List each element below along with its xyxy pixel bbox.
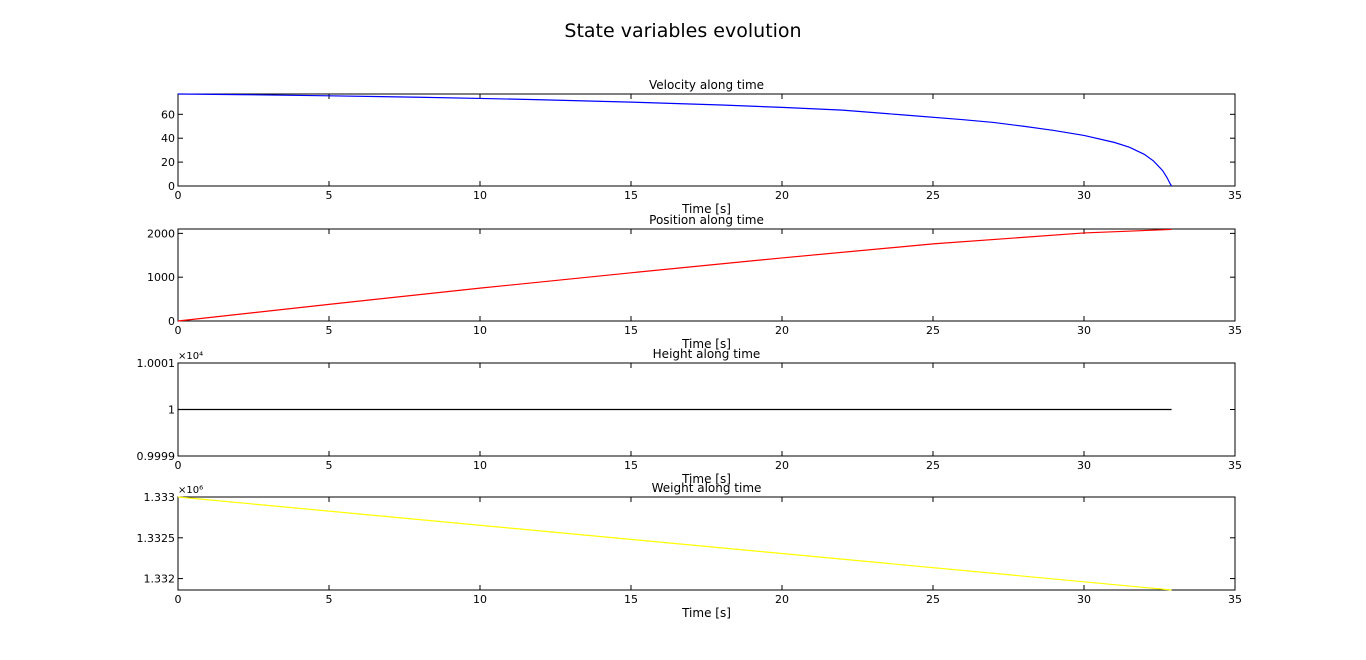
subplot-title-3: Height along time [653,347,761,361]
y-tick-label: 1.3325 [137,532,176,545]
y-tick-label: 20 [161,156,175,169]
x-axis-label: Time [s] [681,337,731,351]
y-tick-label: 40 [161,132,175,145]
subplot-title-1: Velocity along time [649,78,764,92]
y-tick-label: 60 [161,108,175,121]
x-tick-label: 30 [1077,324,1091,337]
x-tick-label: 0 [175,459,182,472]
x-tick-label: 30 [1077,593,1091,606]
x-tick-label: 35 [1228,459,1242,472]
x-tick-label: 5 [326,189,333,202]
y-tick-label: 2000 [147,227,175,240]
x-axis-label: Time [s] [681,202,731,216]
x-tick-label: 5 [326,459,333,472]
y-tick-label: 0 [168,180,175,193]
plot-area-4 [177,496,1236,591]
x-tick-label: 15 [624,324,638,337]
x-tick-label: 20 [775,459,789,472]
x-tick-label: 15 [624,459,638,472]
x-tick-label: 30 [1077,459,1091,472]
x-tick-label: 15 [624,593,638,606]
x-tick-label: 20 [775,189,789,202]
x-axis-label: Time [s] [681,606,731,620]
x-tick-label: 15 [624,189,638,202]
series-line-1 [177,93,1173,187]
x-tick-label: 0 [175,324,182,337]
axis-exponent-label: ×10⁴ [178,351,203,362]
y-tick-label: 0.9999 [137,450,176,463]
x-tick-label: 0 [175,593,182,606]
axis-exponent-label: ×10⁶ [178,485,203,496]
subplot-title-4: Weight along time [652,481,762,495]
plot-area-2 [177,228,1236,322]
x-tick-label: 30 [1077,189,1091,202]
x-tick-label: 20 [775,593,789,606]
x-tick-label: 10 [473,189,487,202]
series-line-2 [177,228,1172,322]
subplot-title-2: Position along time [649,213,764,227]
x-tick-label: 35 [1228,593,1242,606]
x-tick-label: 25 [926,593,940,606]
x-tick-label: 10 [473,324,487,337]
y-tick-label: 1 [168,404,175,417]
series-line-4 [177,496,1172,591]
x-tick-label: 35 [1228,189,1242,202]
x-tick-label: 0 [175,189,182,202]
x-tick-label: 25 [926,459,940,472]
x-tick-label: 10 [473,593,487,606]
y-tick-label: 0 [168,315,175,328]
y-tick-label: 1.332 [144,573,176,586]
x-tick-label: 25 [926,189,940,202]
plot-area-1 [177,93,1236,187]
x-tick-label: 25 [926,324,940,337]
x-tick-label: 10 [473,459,487,472]
x-tick-label: 35 [1228,324,1242,337]
y-tick-label: 1.333 [144,491,176,504]
x-tick-label: 5 [326,324,333,337]
x-axis-label: Time [s] [681,472,731,486]
y-tick-label: 1000 [147,271,175,284]
y-tick-label: 1.0001 [137,357,176,370]
x-tick-label: 5 [326,593,333,606]
figure-title: State variables evolution [564,20,802,42]
x-tick-label: 20 [775,324,789,337]
